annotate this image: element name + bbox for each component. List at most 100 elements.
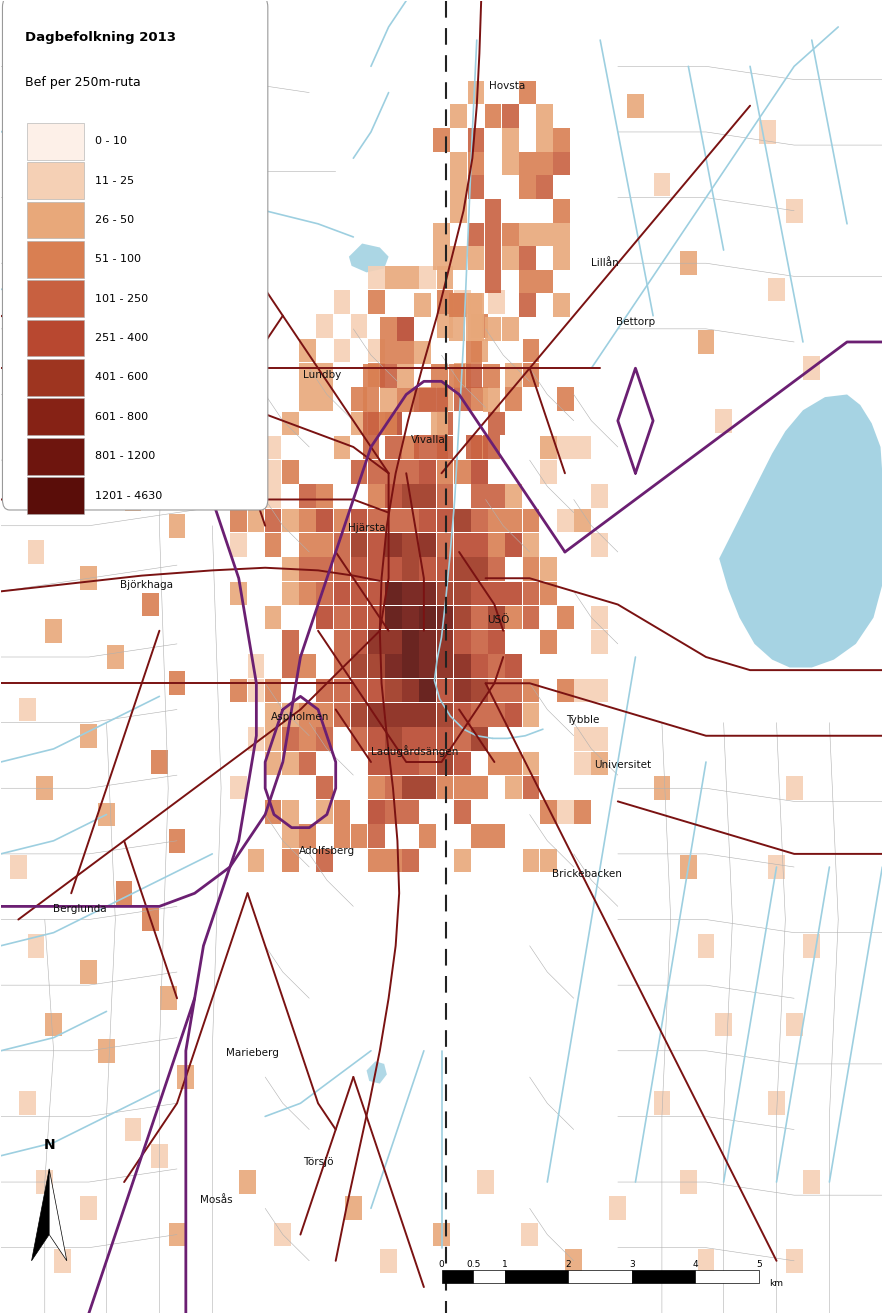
Bar bbox=[27, 319, 85, 356]
Text: Aspholmen: Aspholmen bbox=[271, 712, 329, 723]
Polygon shape bbox=[366, 1062, 387, 1084]
Bar bbox=[437, 436, 453, 460]
Bar bbox=[351, 606, 367, 629]
Bar bbox=[265, 606, 282, 629]
Bar bbox=[282, 727, 298, 750]
Bar bbox=[385, 460, 402, 484]
Bar bbox=[27, 477, 85, 514]
Bar bbox=[434, 127, 449, 151]
Bar bbox=[116, 882, 132, 905]
Text: Vivalla: Vivalla bbox=[411, 435, 446, 445]
Bar bbox=[437, 752, 453, 775]
Bar bbox=[351, 824, 367, 848]
Bar bbox=[505, 582, 522, 606]
Bar bbox=[265, 703, 282, 727]
Bar bbox=[230, 582, 247, 606]
Bar bbox=[768, 1092, 785, 1116]
Bar bbox=[186, 304, 203, 327]
Bar bbox=[299, 752, 316, 775]
Text: Adolfsberg: Adolfsberg bbox=[298, 846, 355, 857]
Bar bbox=[505, 654, 522, 678]
Bar bbox=[316, 678, 333, 702]
Bar bbox=[10, 855, 26, 879]
Bar bbox=[437, 265, 453, 289]
Bar bbox=[363, 388, 380, 411]
Bar bbox=[403, 678, 419, 702]
Text: 1: 1 bbox=[502, 1260, 508, 1269]
Bar bbox=[557, 606, 574, 629]
Bar bbox=[467, 317, 484, 340]
Bar bbox=[485, 246, 502, 269]
Bar bbox=[519, 246, 536, 269]
Bar bbox=[397, 388, 414, 411]
Bar bbox=[465, 340, 482, 364]
Bar bbox=[385, 631, 402, 654]
Bar bbox=[98, 172, 115, 196]
Bar bbox=[151, 750, 168, 774]
Bar bbox=[434, 222, 449, 246]
Bar bbox=[265, 752, 282, 775]
Bar bbox=[488, 533, 505, 557]
Bar bbox=[505, 485, 522, 509]
Bar bbox=[471, 654, 487, 678]
Bar bbox=[363, 435, 380, 459]
Bar bbox=[385, 582, 402, 606]
Bar bbox=[368, 752, 385, 775]
Bar bbox=[592, 727, 608, 750]
Bar bbox=[437, 727, 453, 750]
Bar bbox=[804, 1171, 820, 1194]
Bar bbox=[449, 364, 465, 388]
Bar bbox=[397, 340, 414, 364]
Text: Bettorp: Bettorp bbox=[615, 317, 655, 327]
Bar bbox=[450, 246, 467, 269]
Bar bbox=[403, 775, 419, 799]
Text: 1201 - 4630: 1201 - 4630 bbox=[95, 490, 162, 501]
Text: Ladugårdsängen: Ladugårdsängen bbox=[372, 745, 459, 757]
Bar bbox=[485, 317, 502, 340]
Bar bbox=[574, 727, 591, 750]
Bar bbox=[554, 246, 570, 269]
Bar bbox=[80, 566, 97, 590]
Bar bbox=[27, 438, 85, 474]
Bar bbox=[316, 727, 333, 750]
Bar bbox=[385, 654, 402, 678]
Bar bbox=[385, 727, 402, 750]
Bar bbox=[98, 409, 115, 432]
Bar bbox=[316, 485, 333, 509]
Bar bbox=[265, 800, 282, 824]
Bar bbox=[454, 727, 471, 750]
Bar bbox=[505, 775, 522, 799]
Bar bbox=[804, 934, 820, 958]
Bar bbox=[368, 290, 385, 314]
Bar bbox=[759, 120, 776, 143]
Bar bbox=[450, 198, 467, 222]
Bar bbox=[592, 485, 608, 509]
Bar bbox=[450, 104, 467, 127]
Bar bbox=[419, 460, 436, 484]
Bar bbox=[403, 631, 419, 654]
Bar bbox=[488, 509, 505, 532]
Bar bbox=[381, 1250, 397, 1273]
Bar bbox=[385, 436, 402, 460]
Bar bbox=[419, 388, 436, 411]
Text: Mosås: Mosås bbox=[200, 1196, 233, 1205]
Bar bbox=[419, 727, 436, 750]
Bar bbox=[368, 411, 385, 435]
Bar bbox=[565, 1250, 582, 1273]
Bar bbox=[574, 436, 591, 460]
Bar bbox=[98, 1039, 115, 1063]
Bar bbox=[125, 1118, 141, 1142]
Bar bbox=[385, 678, 402, 702]
Bar bbox=[437, 678, 453, 702]
Text: 401 - 600: 401 - 600 bbox=[95, 372, 148, 382]
Bar bbox=[523, 582, 540, 606]
Bar bbox=[419, 606, 436, 629]
Bar bbox=[116, 251, 132, 275]
Bar bbox=[419, 533, 436, 557]
Bar bbox=[454, 509, 471, 532]
Polygon shape bbox=[720, 394, 882, 668]
Bar bbox=[523, 533, 540, 557]
Bar bbox=[368, 606, 385, 629]
Bar bbox=[437, 460, 453, 484]
Bar bbox=[454, 775, 471, 799]
